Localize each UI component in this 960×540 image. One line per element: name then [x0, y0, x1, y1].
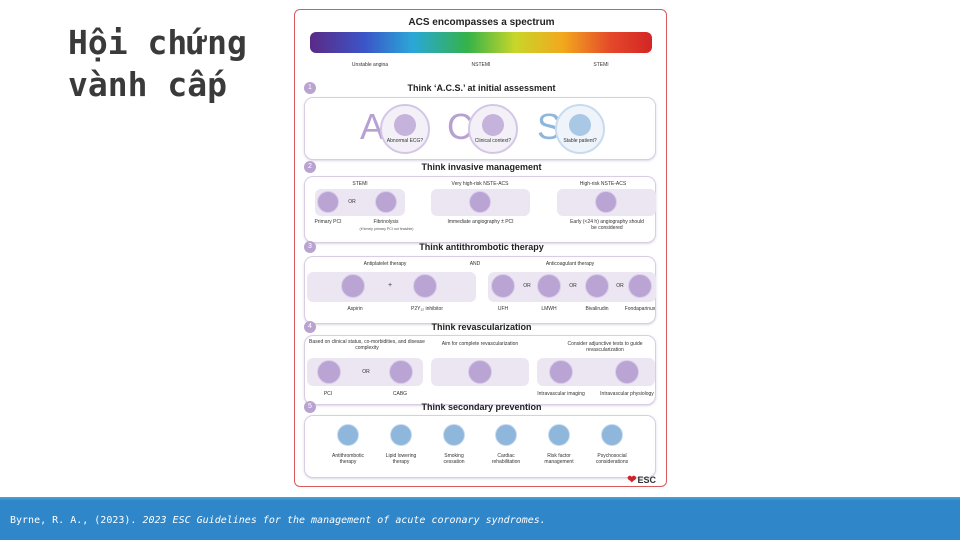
cabg-icon	[389, 360, 413, 384]
step3-title: Think antithrombotic therapy	[419, 242, 544, 252]
step-number: 4	[304, 321, 316, 333]
antiplatelet-box	[307, 272, 476, 302]
intravascular-physiology-label: Intravascular physiology	[600, 391, 654, 397]
lmwh-icon	[537, 274, 561, 298]
and-label: AND	[469, 261, 481, 267]
adjunctive-tests-heading: Consider adjunctive tests to guide revas…	[567, 341, 643, 353]
step-number: 5	[304, 401, 316, 413]
secondary-prevention-label: Psychosocial considerations	[595, 453, 629, 465]
ecg-icon	[394, 114, 416, 136]
step2-panel: STEMI OR Primary PCI Fibrinolysis (if ti…	[304, 176, 656, 243]
or-label: OR	[348, 199, 356, 205]
fondaparinux-label: Fondaparinux	[624, 306, 656, 312]
spectrum-label-nstemi: NSTEMI	[471, 62, 491, 68]
item-label: Clinical context?	[474, 138, 512, 144]
or-label: OR	[523, 283, 531, 289]
citation-authors: Byrne, R. A., (2023).	[10, 515, 143, 526]
early-angiography-label: Early (<24 h) angiography should be cons…	[570, 219, 644, 231]
or-label: OR	[616, 283, 624, 289]
step5-panel: Antithrombotic therapy Lipid lowering th…	[304, 415, 656, 478]
or-label: OR	[569, 283, 577, 289]
esc-brand-text: ESC	[637, 474, 656, 485]
antiplatelet-heading: Antiplatelet therapy	[363, 261, 407, 267]
abnormal-ecg-item: Abnormal ECG?	[380, 104, 430, 154]
clipboard-icon	[482, 114, 504, 136]
lmwh-label: LMWH	[541, 306, 557, 312]
aspirin-icon	[341, 274, 365, 298]
citation-footer: Byrne, R. A., (2023). 2023 ESC Guideline…	[0, 497, 960, 540]
early-angiography-icon	[595, 191, 617, 213]
risk-factor-icon	[548, 424, 570, 446]
secondary-prevention-label: Cardiac rehabilitation	[491, 453, 521, 465]
immediate-angiography-label: Immediate angiography ± PCI	[447, 219, 514, 225]
primary-pci-label: Primary PCI	[314, 219, 342, 225]
secondary-prevention-label: Lipid lowering therapy	[385, 453, 417, 465]
spectrum-title: ACS encompasses a spectrum	[408, 17, 555, 28]
item-label: Stable patient?	[563, 138, 597, 144]
esc-logo: ❤ ESC	[627, 473, 656, 486]
secondary-prevention-label: Risk factor management	[544, 453, 574, 465]
psychosocial-icon	[601, 424, 623, 446]
step5-title: Think secondary prevention	[421, 402, 542, 412]
step-number: 3	[304, 241, 316, 253]
high-risk-heading: High-risk NSTE-ACS	[579, 181, 627, 187]
ufh-icon	[491, 274, 515, 298]
smoking-cessation-icon	[443, 424, 465, 446]
antithrombotic-icon	[337, 424, 359, 446]
fondaparinux-icon	[628, 274, 652, 298]
secondary-prevention-label: Smoking cessation	[443, 453, 465, 465]
slide-title: Hội chứng vành cấp	[68, 23, 247, 104]
step1-title: Think ‘A.C.S.’ at initial assessment	[407, 83, 556, 93]
esc-acs-infographic: ACS encompasses a spectrum Unstable angi…	[294, 9, 667, 487]
step-number: 2	[304, 161, 316, 173]
p2y12-inhibitor-icon	[413, 274, 437, 298]
bivalirudin-label: Bivalirudin	[585, 306, 609, 312]
fibrinolysis-label: Fibrinolysis	[373, 219, 399, 225]
fibrinolysis-icon	[375, 191, 397, 213]
very-high-risk-heading: Very high-risk NSTE-ACS	[451, 181, 509, 187]
item-label: Abnormal ECG?	[386, 138, 424, 144]
p2y12-label: P2Y₁₂ inhibitor	[411, 306, 443, 312]
cabg-label: CABG	[392, 391, 408, 397]
spectrum-label-unstable-angina: Unstable angina	[351, 62, 389, 68]
anticoagulant-heading: Anticoagulant therapy	[545, 261, 595, 267]
cardiac-rehabilitation-icon	[495, 424, 517, 446]
step1-panel: A Abnormal ECG? C Clinical context? S St…	[304, 97, 656, 160]
intravascular-physiology-icon	[615, 360, 639, 384]
heart-icon: ❤	[627, 474, 637, 486]
stethoscope-icon	[569, 114, 591, 136]
secondary-prevention-label: Antithrombotic therapy	[332, 453, 364, 465]
clinical-context-item: Clinical context?	[468, 104, 518, 154]
step3-panel: Antiplatelet therapy AND Anticoagulant t…	[304, 256, 656, 324]
primary-pci-icon	[317, 191, 339, 213]
acs-spectrum-bar	[310, 32, 652, 53]
bivalirudin-icon	[585, 274, 609, 298]
spectrum-label-stemi: STEMI	[593, 62, 609, 68]
revascularization-icon	[468, 360, 492, 384]
citation-title: 2023 ESC Guidelines for the management o…	[142, 515, 546, 526]
aspirin-label: Aspirin	[347, 306, 363, 312]
stable-patient-item: Stable patient?	[555, 104, 605, 154]
intravascular-imaging-label: Intravascular imaging	[537, 391, 585, 397]
clinical-status-heading: Based on clinical status, co-morbidities…	[309, 339, 425, 351]
plus-label: +	[387, 282, 393, 289]
pci-label: PCI	[323, 391, 333, 397]
step2-title: Think invasive management	[421, 162, 542, 172]
step-number: 1	[304, 82, 316, 94]
step4-panel: Based on clinical status, co-morbidities…	[304, 335, 656, 405]
or-label: OR	[362, 369, 370, 375]
pci-icon	[317, 360, 341, 384]
lipid-lowering-icon	[390, 424, 412, 446]
fibrinolysis-note: (if timely primary PCI not feasible)	[359, 227, 414, 231]
intravascular-imaging-icon	[549, 360, 573, 384]
angiography-icon	[469, 191, 491, 213]
ufh-label: UFH	[497, 306, 509, 312]
stemi-heading: STEMI	[352, 181, 368, 187]
step4-title: Think revascularization	[431, 322, 532, 332]
complete-revasc-heading: Aim for complete revascularization	[441, 341, 519, 347]
